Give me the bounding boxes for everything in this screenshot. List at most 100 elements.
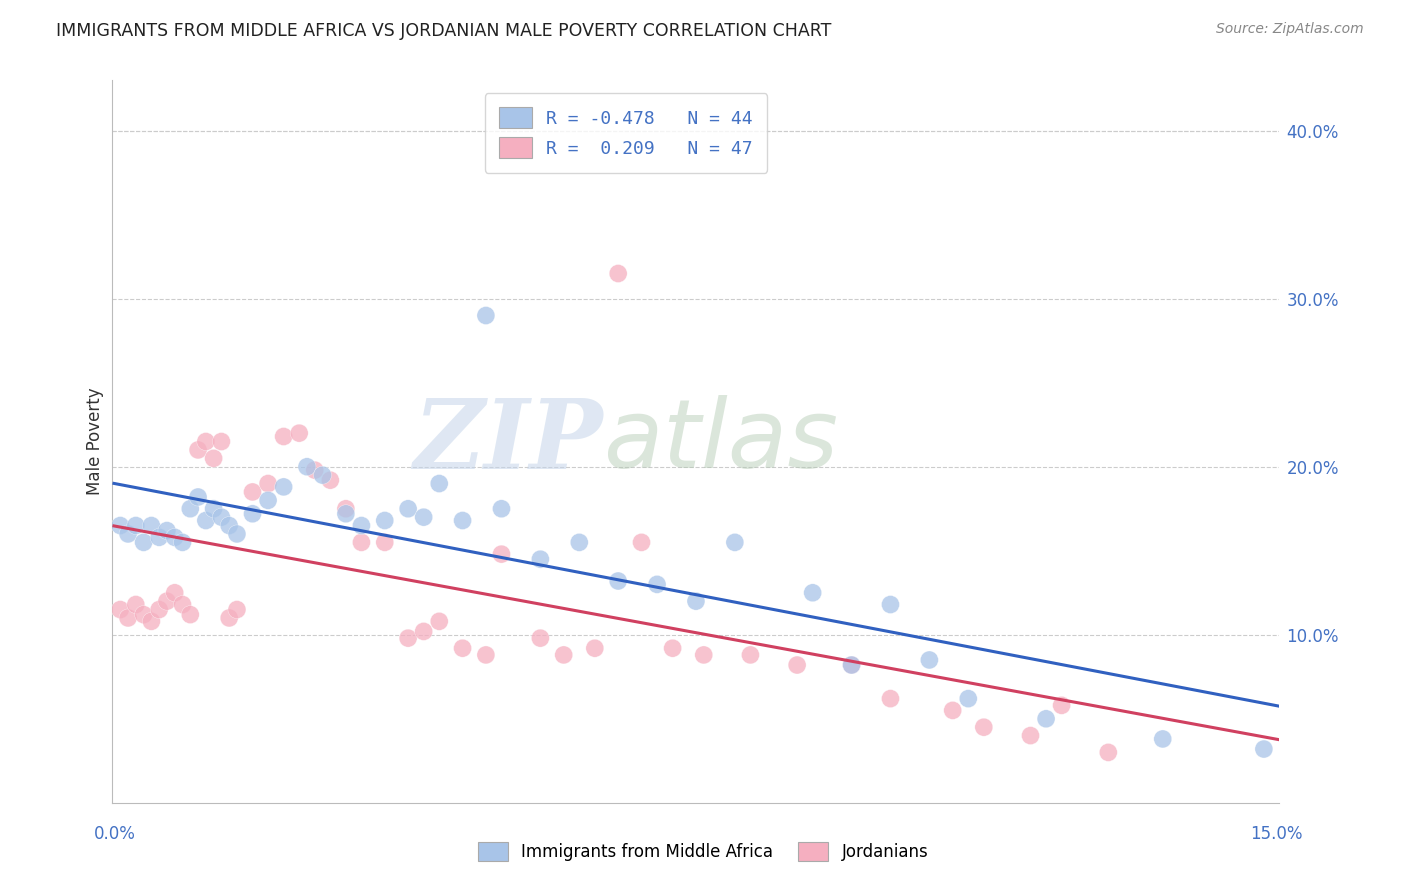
Ellipse shape — [430, 475, 449, 492]
Text: 15.0%: 15.0% — [1250, 825, 1303, 843]
Ellipse shape — [1099, 743, 1118, 762]
Ellipse shape — [571, 533, 588, 551]
Ellipse shape — [221, 516, 238, 534]
Ellipse shape — [337, 505, 354, 523]
Ellipse shape — [205, 500, 222, 517]
Ellipse shape — [1053, 697, 1070, 714]
Ellipse shape — [586, 640, 603, 657]
Text: atlas: atlas — [603, 395, 838, 488]
Ellipse shape — [173, 533, 191, 551]
Ellipse shape — [648, 575, 666, 593]
Ellipse shape — [322, 471, 339, 489]
Ellipse shape — [142, 516, 160, 534]
Ellipse shape — [633, 533, 651, 551]
Y-axis label: Male Poverty: Male Poverty — [86, 388, 104, 495]
Ellipse shape — [111, 600, 129, 618]
Ellipse shape — [741, 646, 759, 664]
Ellipse shape — [789, 656, 806, 674]
Ellipse shape — [842, 656, 860, 674]
Ellipse shape — [430, 612, 449, 631]
Ellipse shape — [157, 592, 176, 610]
Ellipse shape — [135, 533, 153, 551]
Ellipse shape — [399, 629, 418, 647]
Legend: R = -0.478   N = 44, R =  0.209   N = 47: R = -0.478 N = 44, R = 0.209 N = 47 — [485, 93, 768, 172]
Ellipse shape — [477, 646, 495, 664]
Ellipse shape — [454, 640, 471, 657]
Ellipse shape — [243, 505, 262, 523]
Ellipse shape — [212, 508, 231, 526]
Ellipse shape — [1154, 730, 1171, 748]
Ellipse shape — [188, 441, 207, 459]
Ellipse shape — [120, 609, 136, 627]
Ellipse shape — [609, 572, 627, 590]
Ellipse shape — [166, 583, 184, 602]
Ellipse shape — [197, 433, 215, 450]
Ellipse shape — [127, 596, 145, 614]
Ellipse shape — [688, 592, 704, 610]
Ellipse shape — [181, 500, 200, 517]
Ellipse shape — [181, 606, 200, 624]
Ellipse shape — [157, 522, 176, 540]
Ellipse shape — [197, 511, 215, 530]
Ellipse shape — [477, 307, 495, 325]
Ellipse shape — [664, 640, 682, 657]
Ellipse shape — [1022, 727, 1039, 745]
Ellipse shape — [305, 461, 323, 479]
Ellipse shape — [943, 701, 962, 719]
Ellipse shape — [415, 623, 433, 640]
Ellipse shape — [228, 600, 246, 618]
Ellipse shape — [492, 545, 510, 563]
Ellipse shape — [135, 606, 153, 624]
Text: 0.0%: 0.0% — [94, 825, 136, 843]
Ellipse shape — [882, 596, 900, 614]
Ellipse shape — [243, 483, 262, 501]
Ellipse shape — [173, 596, 191, 614]
Ellipse shape — [274, 478, 292, 496]
Ellipse shape — [375, 511, 394, 530]
Ellipse shape — [298, 458, 316, 475]
Legend: Immigrants from Middle Africa, Jordanians: Immigrants from Middle Africa, Jordanian… — [471, 835, 935, 868]
Ellipse shape — [353, 516, 370, 534]
Ellipse shape — [150, 528, 169, 546]
Ellipse shape — [150, 600, 169, 618]
Ellipse shape — [127, 516, 145, 534]
Ellipse shape — [205, 450, 222, 467]
Ellipse shape — [111, 516, 129, 534]
Ellipse shape — [142, 612, 160, 631]
Ellipse shape — [221, 609, 238, 627]
Ellipse shape — [337, 500, 354, 517]
Ellipse shape — [259, 475, 277, 492]
Ellipse shape — [188, 488, 207, 506]
Ellipse shape — [974, 718, 993, 736]
Ellipse shape — [725, 533, 744, 551]
Ellipse shape — [375, 533, 394, 551]
Ellipse shape — [415, 508, 433, 526]
Ellipse shape — [1256, 740, 1272, 758]
Ellipse shape — [1038, 710, 1054, 728]
Ellipse shape — [531, 550, 550, 568]
Ellipse shape — [290, 424, 308, 442]
Ellipse shape — [695, 646, 713, 664]
Ellipse shape — [399, 500, 418, 517]
Ellipse shape — [353, 533, 370, 551]
Ellipse shape — [804, 583, 821, 602]
Ellipse shape — [921, 651, 938, 669]
Ellipse shape — [228, 525, 246, 543]
Ellipse shape — [274, 427, 292, 445]
Ellipse shape — [531, 629, 550, 647]
Ellipse shape — [259, 491, 277, 509]
Text: ZIP: ZIP — [413, 394, 603, 489]
Ellipse shape — [959, 690, 977, 707]
Ellipse shape — [120, 525, 136, 543]
Ellipse shape — [166, 528, 184, 546]
Text: IMMIGRANTS FROM MIDDLE AFRICA VS JORDANIAN MALE POVERTY CORRELATION CHART: IMMIGRANTS FROM MIDDLE AFRICA VS JORDANI… — [56, 22, 831, 40]
Ellipse shape — [555, 646, 572, 664]
Ellipse shape — [492, 500, 510, 517]
Ellipse shape — [842, 656, 860, 674]
Ellipse shape — [314, 467, 332, 484]
Ellipse shape — [212, 433, 231, 450]
Ellipse shape — [454, 511, 471, 530]
Text: Source: ZipAtlas.com: Source: ZipAtlas.com — [1216, 22, 1364, 37]
Ellipse shape — [882, 690, 900, 707]
Ellipse shape — [609, 265, 627, 283]
